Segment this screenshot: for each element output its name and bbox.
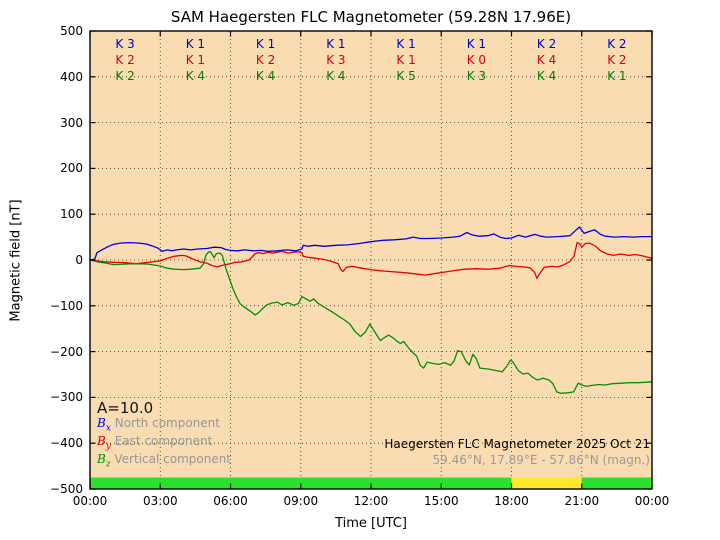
k-value-bx: K 1	[396, 37, 416, 51]
k-value-bx: K 1	[326, 37, 346, 51]
legend-item-vertical: Bz Vertical component	[97, 452, 231, 469]
station-annotation: Haegersten FLC Magnetometer 2025 Oct 21	[384, 437, 650, 451]
legend-item-label: Vertical component	[110, 452, 232, 466]
k-value-by: K 2	[115, 53, 135, 67]
x-tick-label: 15:00	[424, 494, 459, 508]
y-tick-label: 300	[60, 115, 83, 130]
k-index-column-00-03: K 3 K 2 K 2	[90, 36, 160, 84]
chart-title: SAM Haegersten FLC Magnetometer (59.28N …	[170, 8, 572, 26]
k-index-column-06-09: K 1 K 2 K 4	[231, 36, 301, 84]
x-tick-label: 00:00	[634, 494, 670, 508]
x-tick-label: 21:00	[564, 494, 600, 508]
x-tick-label: 09:00	[283, 494, 319, 508]
by-symbol: By	[97, 434, 111, 452]
k-value-bz: K 4	[326, 69, 346, 83]
y-tick-label: −200	[50, 344, 83, 359]
k-index-column-21-24: K 2 K 2 K 1	[582, 36, 652, 84]
x-tick-label: 03:00	[143, 494, 178, 508]
k-value-bz: K 4	[255, 69, 276, 83]
k-value-by: K 0	[466, 53, 487, 67]
activity-bar-segment	[90, 477, 512, 489]
k-value-bx: K 1	[466, 37, 487, 51]
activity-bar-segment	[581, 477, 652, 489]
y-tick-label: −500	[50, 482, 83, 496]
k-value-bx: K 2	[607, 37, 627, 51]
y-tick-label: 200	[60, 161, 83, 176]
y-tick-label: −100	[50, 298, 83, 313]
k-value-bx: K 1	[185, 37, 206, 51]
k-value-bz: K 5	[396, 69, 416, 83]
k-value-bz: K 4	[185, 69, 206, 83]
k-value-by: K 1	[396, 53, 416, 67]
station-coordinates: 59.46°N, 17.89°E - 57.86°N (magn.)	[432, 453, 650, 467]
series-line-1	[89, 241, 653, 279]
a-index-value: A=10.0	[97, 399, 154, 417]
legend-item-north: Bx North component	[97, 416, 220, 433]
x-tick-label: 18:00	[494, 494, 529, 508]
k-value-bz: K 4	[536, 69, 557, 83]
legend-item-east: By East component	[97, 434, 212, 451]
y-tick-label: −300	[50, 390, 83, 405]
k-index-column-18-21: K 2 K 4 K 4	[512, 36, 582, 84]
x-tick-label: 00:00	[72, 494, 108, 508]
k-value-by: K 3	[326, 53, 346, 67]
y-tick-label: 500	[60, 24, 83, 38]
k-index-column-03-06: K 1 K 1 K 4	[160, 36, 230, 84]
legend-item-label: North component	[110, 416, 220, 430]
k-index-column-12-15: K 1 K 1 K 5	[371, 36, 441, 84]
x-tick-label: 06:00	[213, 494, 248, 508]
k-value-bx: K 3	[115, 37, 135, 51]
series-line-0	[89, 226, 652, 261]
k-value-bx: K 2	[536, 37, 557, 51]
y-tick-label: 400	[60, 69, 83, 84]
k-value-by: K 1	[185, 53, 206, 67]
k-value-by: K 4	[536, 53, 557, 67]
x-axis-label: Time [UTC]	[335, 516, 407, 531]
bz-symbol: Bz	[97, 452, 111, 470]
bx-symbol: Bx	[97, 416, 111, 434]
k-index-column-09-12: K 1 K 3 K 4	[301, 36, 371, 84]
series-line-2	[89, 251, 653, 394]
x-tick-label: 12:00	[353, 494, 389, 508]
y-tick-label: −400	[50, 436, 83, 451]
k-value-by: K 2	[255, 53, 276, 67]
y-axis-label: Magnetic field [nT]	[8, 199, 24, 322]
k-value-bz: K 3	[466, 69, 487, 83]
activity-bar-segment	[511, 477, 582, 489]
k-value-by: K 2	[607, 53, 627, 67]
y-tick-label: 0	[75, 253, 83, 267]
k-value-bx: K 1	[255, 37, 276, 51]
legend-item-label: East component	[110, 434, 213, 448]
y-tick-label: 100	[60, 207, 83, 222]
k-value-bz: K 1	[607, 69, 627, 83]
k-index-column-15-18: K 1 K 0 K 3	[441, 36, 511, 84]
k-value-bz: K 2	[115, 69, 135, 83]
